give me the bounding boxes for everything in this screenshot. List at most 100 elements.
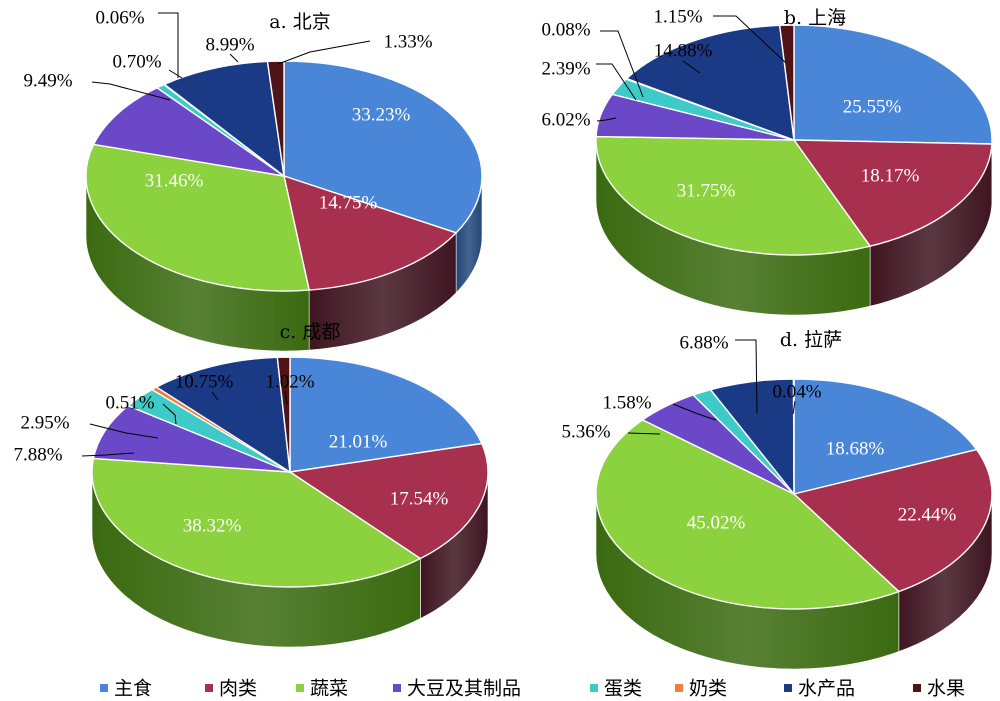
pie-slice-主食 <box>289 356 483 473</box>
leader-line-大豆及其制品 <box>81 452 135 457</box>
leader-line-蛋类 <box>596 63 637 101</box>
data-label-蛋类: 2.95% <box>20 412 69 433</box>
data-label-水产品: 8.99% <box>205 34 254 55</box>
data-label-水产品: 14.88% <box>654 40 713 61</box>
legend-label: 奶类 <box>689 678 727 700</box>
legend-label: 肉类 <box>219 678 257 700</box>
pie-slice-水产品 <box>155 356 291 473</box>
chart-title: c. 成都 <box>280 321 341 343</box>
pie-slice-蔬菜 <box>91 457 422 588</box>
leader-line-奶类 <box>600 30 644 98</box>
legend-item-水果: 水果 <box>913 678 965 700</box>
leader-line-水产品 <box>682 60 701 74</box>
legend-label: 主食 <box>114 678 152 700</box>
pie-slice-肉类 <box>283 175 457 291</box>
pie-slice-主食 <box>793 378 978 495</box>
data-label-肉类: 22.44% <box>898 504 957 525</box>
chart-title: a. 北京 <box>269 11 330 33</box>
data-label-主食: 25.55% <box>843 96 902 117</box>
legend-item-奶类: 奶类 <box>675 678 727 700</box>
data-label-大豆及其制品: 6.02% <box>541 109 590 130</box>
legend-label: 蔬菜 <box>310 678 348 700</box>
pie-slice-水产品 <box>625 24 795 141</box>
data-label-主食: 21.01% <box>329 431 388 452</box>
leader-line-奶类 <box>158 12 179 78</box>
legend-item-主食: 主食 <box>100 678 152 700</box>
leader-line-水产品 <box>211 391 219 401</box>
data-label-肉类: 17.54% <box>390 488 449 509</box>
pie-slice-主食 <box>793 24 993 145</box>
pie-slice-肉类 <box>793 139 993 247</box>
chart-title: b. 上海 <box>784 7 846 29</box>
data-label-蔬菜: 31.75% <box>677 180 736 201</box>
data-label-主食: 33.23% <box>352 104 411 125</box>
data-label-大豆及其制品: 5.36% <box>561 421 610 442</box>
pie-chart-2: c. 成都 21.01% 17.54% 38.32% 7.88% 2.95% 0.51% 10… <box>13 321 489 648</box>
pie-slice-主食 <box>283 60 483 234</box>
leader-line-大豆及其制品 <box>596 117 617 122</box>
pie-slice-肉类 <box>793 448 993 593</box>
legend-item-蛋类: 蛋类 <box>590 678 642 700</box>
pie-chart-0: a. 北京 33.23% 14.75% 31.46% 9.49% 0.70% 0.06% 8.… <box>23 7 483 352</box>
leader-line-大豆及其制品 <box>91 81 171 101</box>
legend-item-大豆及其制品: 大豆及其制品 <box>393 678 521 700</box>
leader-line-水果 <box>277 40 371 65</box>
data-label-大豆及其制品: 7.88% <box>13 444 62 465</box>
legend-swatch <box>784 684 792 692</box>
data-label-肉类: 18.17% <box>861 165 920 186</box>
pie-slice-水果 <box>779 24 795 141</box>
data-label-水果: 1.02% <box>265 371 314 392</box>
legend: 主食 肉类 蔬菜 大豆及其制品 蛋类 奶类 水产品 水果 <box>100 678 965 700</box>
legend-swatch <box>675 684 683 692</box>
pie-slice-蔬菜 <box>595 135 871 256</box>
leader-line-水果 <box>713 15 787 64</box>
legend-swatch <box>913 684 921 692</box>
leader-line-蛋类 <box>89 423 159 439</box>
pie-slice-大豆及其制品 <box>92 405 291 473</box>
data-label-水果: 1.15% <box>653 6 702 27</box>
legend-label: 蛋类 <box>604 678 642 700</box>
pie-slice-蔬菜 <box>595 419 900 610</box>
pie-slice-水产品 <box>163 60 285 177</box>
data-label-蛋类: 0.70% <box>112 51 161 72</box>
legend-swatch <box>296 684 304 692</box>
leader-line-奶类 <box>162 403 177 425</box>
data-label-主食: 18.68% <box>826 438 885 459</box>
legend-swatch <box>205 684 213 692</box>
leader-line-水果 <box>284 390 288 405</box>
data-label-奶类: 0.51% <box>105 392 154 413</box>
data-label-蔬菜: 38.32% <box>183 515 242 536</box>
data-label-水果: 0.04% <box>772 381 821 402</box>
legend-label: 水果 <box>927 678 965 700</box>
charts-layer: a. 北京 33.23% 14.75% 31.46% 9.49% 0.70% 0.06% 8.… <box>13 6 993 670</box>
leader-line-水果 <box>792 400 796 415</box>
legend-swatch <box>590 684 598 692</box>
legend-item-蔬菜: 蔬菜 <box>296 678 348 700</box>
pie-slice-水果 <box>276 356 291 473</box>
pie-slice-蔬菜 <box>85 143 310 292</box>
pie-slice-水果 <box>266 60 285 177</box>
leader-line-大豆及其制品 <box>627 432 661 435</box>
legend-label: 水产品 <box>798 678 855 700</box>
legend-label: 大豆及其制品 <box>407 678 521 700</box>
chart-title: d. 拉萨 <box>780 329 842 351</box>
data-label-肉类: 14.75% <box>319 192 378 213</box>
data-label-蛋类: 1.58% <box>602 392 651 413</box>
pie-chart-1: b. 上海 25.55% 18.17% 31.75% 6.02% 2.39% 0.08% 14… <box>541 6 993 316</box>
pie-slice-大豆及其制品 <box>92 87 285 177</box>
legend-item-肉类: 肉类 <box>205 678 257 700</box>
data-label-水产品: 6.88% <box>679 332 728 353</box>
leader-line-蛋类 <box>672 403 717 421</box>
leader-line-水产品 <box>735 339 758 414</box>
pie-chart-3: d. 拉萨 18.68% 22.44% 45.02% 5.36% 1.58% 6.88% 0.… <box>561 329 993 670</box>
data-label-奶类: 0.08% <box>541 19 590 40</box>
leader-line-蛋类 <box>168 69 183 79</box>
data-label-蔬菜: 45.02% <box>687 512 746 533</box>
data-label-大豆及其制品: 9.49% <box>23 70 72 91</box>
pie-slice-肉类 <box>289 442 489 560</box>
data-label-蔬菜: 31.46% <box>145 170 204 191</box>
legend-swatch <box>100 684 108 692</box>
legend-swatch <box>393 684 401 692</box>
data-label-水果: 1.33% <box>383 31 432 52</box>
